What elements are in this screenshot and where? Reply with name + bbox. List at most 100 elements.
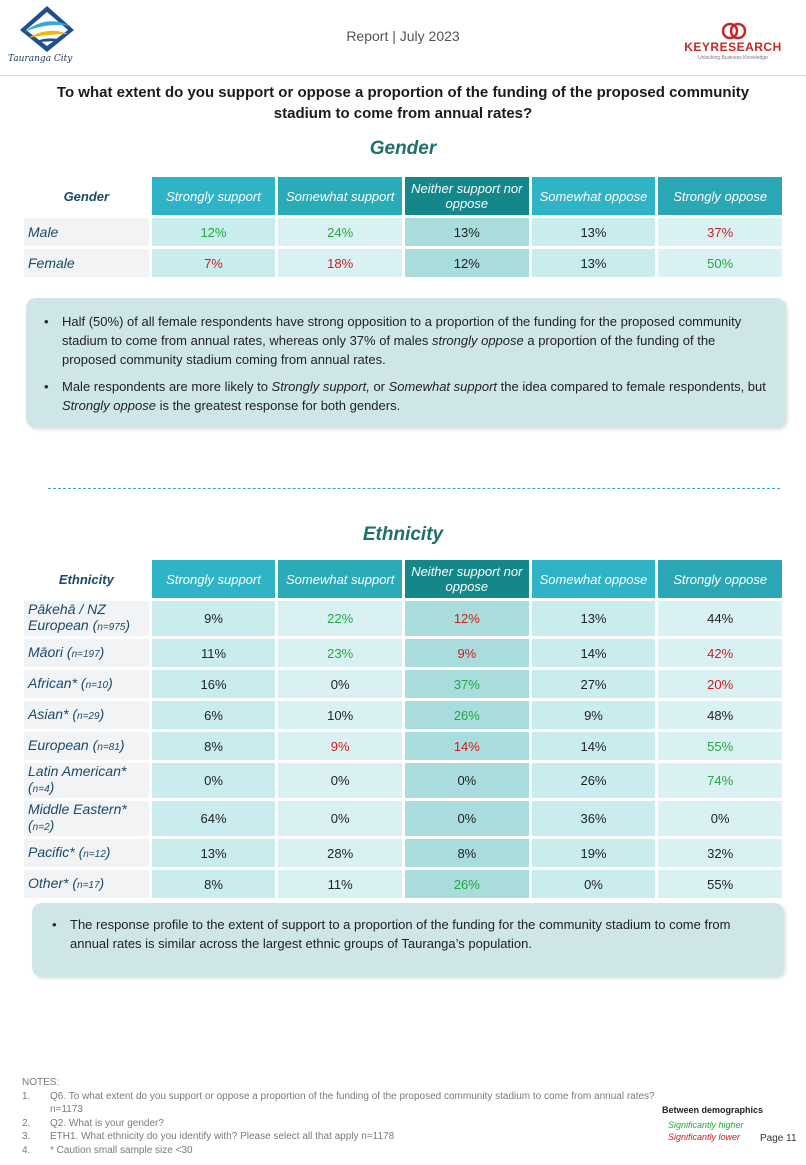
col-somewhat-support: Somewhat support <box>278 177 402 215</box>
table-cell: 13% <box>405 218 529 246</box>
table-row: African* (n=10) 16% 0% 37% 27% 20% <box>24 670 782 698</box>
table-cell: 0% <box>278 763 403 798</box>
col-strongly-oppose: Strongly oppose <box>658 560 782 598</box>
table-cell: 0% <box>658 801 782 836</box>
table-cell: 0% <box>405 801 529 836</box>
section-divider <box>48 488 780 489</box>
row-label: Asian* (n=29) <box>24 701 149 729</box>
ethnicity-table: Ethnicity Strongly support Somewhat supp… <box>21 557 785 901</box>
table-cell: 24% <box>278 218 402 246</box>
row-label: Female <box>24 249 149 277</box>
table-cell: 42% <box>658 639 782 667</box>
table-cell: 19% <box>531 839 656 867</box>
table-row: European (n=81) 8% 9% 14% 14% 55% <box>24 732 782 760</box>
table-cell: 22% <box>278 601 403 636</box>
row-label: Latin American* (n=4) <box>24 763 149 798</box>
table-cell: 9% <box>405 639 529 667</box>
table-cell: 26% <box>405 870 529 898</box>
table-cell: 0% <box>278 801 403 836</box>
col-somewhat-oppose: Somewhat oppose <box>531 177 656 215</box>
table-row: Female 7% 18% 12% 13% 50% <box>24 249 782 277</box>
gender-note-1: Half (50%) of all female respondents hav… <box>42 312 766 369</box>
table-cell: 50% <box>658 249 782 277</box>
row-label: European (n=81) <box>24 732 149 760</box>
row-label: Male <box>24 218 149 246</box>
table-cell: 37% <box>405 670 529 698</box>
table-cell: 13% <box>151 839 276 867</box>
footer-note: 2. Q2. What is your gender? <box>22 1117 164 1129</box>
table-cell: 18% <box>278 249 402 277</box>
row-label: Māori (n=197) <box>24 639 149 667</box>
keyresearch-tagline: Unlocking Business Knowledge <box>698 55 768 61</box>
table-cell: 8% <box>405 839 529 867</box>
gender-section-title: Gender <box>369 138 437 159</box>
row-label: African* (n=10) <box>24 670 149 698</box>
table-cell: 6% <box>151 701 276 729</box>
table-cell: 20% <box>658 670 782 698</box>
table-cell: 14% <box>405 732 529 760</box>
row-label: Other* (n=17) <box>24 870 149 898</box>
table-row: Pacific* (n=12) 13% 28% 8% 19% 32% <box>24 839 782 867</box>
table-cell: 10% <box>278 701 403 729</box>
row-label: Middle Eastern* (n=2) <box>24 801 149 836</box>
table-row: Middle Eastern* (n=2) 64% 0% 0% 36% 0% <box>24 801 782 836</box>
table-cell: 13% <box>531 218 656 246</box>
table-cell: 55% <box>658 732 782 760</box>
gender-notes-box: Half (50%) of all female respondents hav… <box>26 298 786 428</box>
col-neither: Neither support nor oppose <box>405 177 529 215</box>
table-cell: 11% <box>151 639 276 667</box>
footer-note: 3. ETH1. What ethnicity do you identify w… <box>22 1131 395 1142</box>
table-cell: 74% <box>658 763 782 798</box>
table-cell: 9% <box>531 701 656 729</box>
col-strongly-support: Strongly support <box>151 560 276 598</box>
table-cell: 9% <box>151 601 276 636</box>
table-cell: 8% <box>151 870 276 898</box>
survey-question: To what extent do you support or oppose … <box>56 84 750 122</box>
legend-higher: Significantly higher <box>668 1120 744 1130</box>
table-cell: 26% <box>531 763 656 798</box>
keyresearch-logo-text: KEYRESEARCH <box>684 40 782 54</box>
table-cell: 0% <box>531 870 656 898</box>
tauranga-city-logo: Tauranga City <box>8 4 88 68</box>
table-cell: 26% <box>405 701 529 729</box>
table-cell: 44% <box>658 601 782 636</box>
table-cell: 36% <box>531 801 656 836</box>
ethnicity-row-header: Ethnicity <box>58 571 114 587</box>
page-header: Tauranga City Report | July 2023 KEYRESE… <box>0 0 806 76</box>
table-cell: 27% <box>531 670 656 698</box>
table-cell: 9% <box>278 732 403 760</box>
table-row: Pākehā / NZ European (n=975) 9% 22% 12% 13% 4… <box>24 601 782 636</box>
page-number: Page 11 <box>760 1133 797 1144</box>
table-row: Asian* (n=29) 6% 10% 26% 9% 48% <box>24 701 782 729</box>
table-cell: 0% <box>405 763 529 798</box>
table-cell: 23% <box>278 639 403 667</box>
footer-note: 4. * Caution small sample size <30 <box>22 1144 193 1156</box>
col-neither: Neither support nor oppose <box>405 560 529 598</box>
table-cell: 64% <box>151 801 276 836</box>
table-row: Male 12% 24% 13% 13% 37% <box>24 218 782 246</box>
table-cell: 7% <box>151 249 276 277</box>
col-somewhat-oppose: Somewhat oppose <box>531 560 656 598</box>
tauranga-logo-icon <box>20 6 74 52</box>
row-label: Pacific* (n=12) <box>24 839 149 867</box>
table-cell: 0% <box>278 670 403 698</box>
table-cell: 14% <box>531 732 656 760</box>
row-label: Pākehā / NZ European (n=975) <box>24 601 149 636</box>
table-cell: 13% <box>531 249 656 277</box>
gender-table: Gender Strongly support Somewhat support… <box>21 174 785 280</box>
keyresearch-rings-icon <box>721 22 747 40</box>
col-strongly-support: Strongly support <box>151 177 276 215</box>
table-cell: 12% <box>405 249 529 277</box>
legend-title: Between demographics <box>662 1105 764 1115</box>
table-cell: 14% <box>531 639 656 667</box>
table-row: Other* (n=17) 8% 11% 26% 0% 55% <box>24 870 782 898</box>
notes-title: NOTES: <box>22 1077 60 1088</box>
table-cell: 12% <box>405 601 529 636</box>
ethnicity-note-1: The response profile to the extent of su… <box>50 915 764 953</box>
report-title: Report | July 2023 <box>346 28 460 44</box>
table-cell: 55% <box>658 870 782 898</box>
table-cell: 37% <box>658 218 782 246</box>
ethnicity-section-title: Ethnicity <box>362 524 444 545</box>
legend-lower: Significantly lower <box>668 1132 741 1142</box>
table-cell: 12% <box>151 218 276 246</box>
